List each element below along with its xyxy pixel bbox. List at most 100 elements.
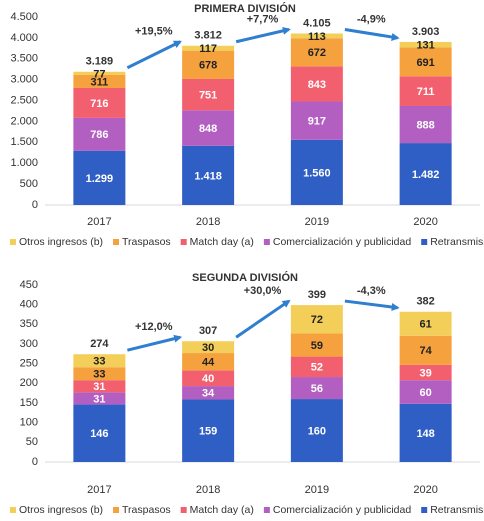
bar-segment [290,356,343,378]
data-label: 40 [202,373,214,385]
data-label: 52 [311,362,323,374]
growth-arrow [126,40,182,70]
data-label: 74 [420,345,433,357]
legend-label: Comercialización y publicidad [273,504,411,516]
growth-annotation: +30,0% [244,285,282,297]
y-tick-label: 1.500 [10,136,38,148]
data-label: 848 [199,123,217,135]
bar-segment [182,386,235,400]
legend-swatch [180,507,187,513]
y-tick-label: 4.500 [10,11,38,23]
y-tick-label: 50 [26,436,38,448]
data-label: 751 [199,90,217,102]
legend-swatch [10,507,16,513]
y-tick-label: 250 [20,358,38,370]
y-tick-label: 4.000 [10,32,38,44]
data-label: 678 [199,60,217,72]
growth-arrow [235,299,291,339]
x-tick-label: 2019 [305,484,329,496]
data-label: 917 [308,116,326,128]
data-label: 44 [202,357,215,369]
legend-swatch [421,507,428,513]
x-tick-label: 2019 [305,216,329,228]
bar-segment [73,404,126,462]
legend-swatch [180,239,187,245]
legend-label: Retransmisiones [430,236,484,248]
bar-segment [399,311,452,336]
bar-segment [399,380,452,404]
bar-segment [73,74,126,88]
y-tick-label: 2.000 [10,115,38,127]
total-label: 399 [308,289,326,301]
bar-segment [399,41,452,48]
x-tick-label: 2018 [196,484,220,496]
bar-segment [73,380,126,393]
bar-segment [73,392,126,405]
growth-arrow [344,299,400,311]
total-label: 274 [90,338,109,350]
y-tick-label: 3.500 [10,53,38,65]
growth-annotation: +7,7% [247,13,279,25]
growth-arrow [344,28,400,41]
bar-segment [182,370,235,387]
legend-label: Retransmisiones [430,504,484,516]
bar-segment [73,87,126,118]
y-tick-label: 100 [20,417,38,429]
legend-label: Otros ingresos (b) [19,504,103,516]
chart-title: SEGUNDA DIVISIÓN [192,271,298,284]
y-tick-label: 300 [20,338,38,350]
bar-segment [290,101,343,140]
bar-segment [182,110,235,146]
bar-segment [73,71,126,75]
growth-arrow [127,334,183,352]
data-label: 691 [416,57,434,69]
total-label: 3.189 [86,56,114,68]
data-label: 31 [93,393,105,405]
y-tick-label: 3.000 [10,74,38,86]
data-label: 39 [420,367,432,379]
y-tick-label: 0 [32,456,38,468]
legend-swatch [113,507,120,513]
y-tick-label: 1.000 [10,157,38,169]
legend-swatch [10,239,16,245]
data-label: 672 [308,47,326,59]
total-label: 382 [416,296,434,308]
bar-segment [399,76,452,106]
bar-segment [182,145,235,205]
bar-segment [290,38,343,67]
data-label: 33 [93,369,105,381]
x-tick-label: 2017 [87,484,111,496]
bar-segment [182,45,235,51]
data-label: 131 [416,40,434,52]
data-label: 716 [90,98,108,110]
legend-label: Comercialización y publicidad [273,236,411,248]
bar-segment [290,139,343,205]
y-tick-label: 200 [20,377,38,389]
data-label: 1.299 [86,173,114,185]
y-tick-label: 450 [20,279,38,291]
data-label: 33 [93,356,105,368]
data-label: 30 [202,342,214,354]
legend-swatch [421,239,428,245]
growth-annotation: +12,0% [135,321,173,333]
bar-segment [399,143,452,205]
bar-segment [290,399,343,462]
y-tick-label: 0 [32,199,38,211]
data-label: 1.560 [303,167,331,179]
growth-annotation: -4,3% [357,285,386,297]
y-tick-label: 350 [20,318,38,330]
total-label: 4.105 [303,17,331,29]
data-label: 117 [199,43,217,55]
data-label: 72 [311,314,323,326]
y-tick-label: 400 [20,299,38,311]
x-tick-label: 2017 [87,216,111,228]
growth-annotation: +19,5% [135,26,173,38]
data-label: 146 [90,428,108,440]
bar-segment [73,367,126,381]
bar-segment [182,50,235,79]
data-label: 31 [93,381,105,393]
bar-segment [182,78,235,111]
legend-label: Match day (a) [190,236,254,248]
